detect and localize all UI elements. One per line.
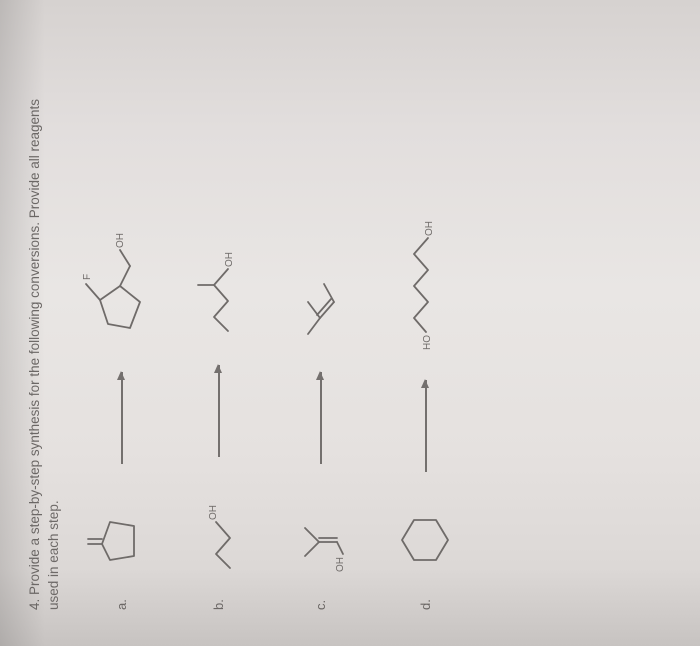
item-d-label: d. xyxy=(418,594,433,610)
oh-label-b2: OH xyxy=(224,252,235,267)
struct-d-start xyxy=(396,502,456,572)
oh-label-a: OH xyxy=(115,233,126,248)
item-a-row: a. F xyxy=(86,60,158,610)
struct-b-product: OH xyxy=(192,215,246,335)
item-c: c. OH xyxy=(294,60,348,610)
struct-d-product: HO OH xyxy=(402,180,450,350)
item-c-row: c. OH xyxy=(294,60,348,610)
struct-b-start: OH xyxy=(194,487,244,572)
item-c-label: c. xyxy=(313,594,328,610)
struct-a-start xyxy=(90,494,154,572)
item-a: a. F xyxy=(86,60,158,610)
item-b: b. OH OH xyxy=(192,60,246,610)
struct-c-product xyxy=(294,256,348,342)
question-text: Provide a step-by-step synthesis for the… xyxy=(27,99,61,610)
item-b-label: b. xyxy=(211,594,226,610)
oh-label-d: OH xyxy=(424,221,435,236)
arrow-a xyxy=(121,372,123,464)
item-d-row: d. HO OH xyxy=(396,60,456,610)
item-b-row: b. OH OH xyxy=(192,60,246,610)
question-number: 4. xyxy=(27,599,42,610)
arrow-b xyxy=(218,365,220,457)
oh-label-b1: OH xyxy=(208,505,219,520)
arrow-c xyxy=(320,372,322,464)
svg-text:F: F xyxy=(82,274,93,280)
item-a-label: a. xyxy=(114,594,129,610)
struct-a-product: F OH xyxy=(86,224,158,342)
ho-label-d: HO xyxy=(422,335,433,350)
oh-label-c1: OH xyxy=(335,557,346,572)
worksheet-page: 4. Provide a step-by-step synthesis for … xyxy=(0,0,700,646)
question-heading: 4. Provide a step-by-step synthesis for … xyxy=(26,70,64,610)
item-d: d. HO OH xyxy=(396,60,456,610)
arrow-d xyxy=(425,380,427,472)
struct-c-start: OH xyxy=(295,494,347,572)
